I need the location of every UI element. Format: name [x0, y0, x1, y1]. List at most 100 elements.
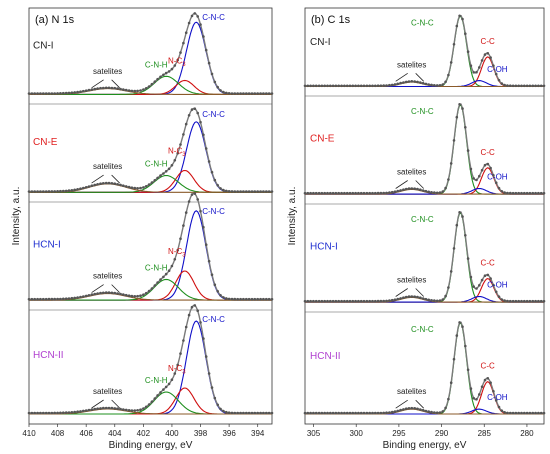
data-point — [159, 391, 162, 394]
data-point — [144, 405, 148, 409]
data-point — [82, 89, 85, 93]
data-point — [62, 91, 65, 95]
data-point — [509, 411, 512, 415]
peak-label: N-C3 — [168, 247, 186, 258]
data-point — [452, 357, 456, 361]
data-point — [36, 92, 39, 95]
data-point — [182, 41, 185, 45]
data-point — [245, 411, 248, 415]
data-point — [402, 408, 405, 411]
data-point — [247, 411, 251, 415]
data-point — [413, 80, 417, 83]
data-point — [430, 299, 433, 302]
satelites-arrow — [415, 288, 424, 297]
data-point — [36, 411, 39, 415]
data-point — [472, 285, 476, 288]
data-point — [267, 297, 271, 301]
data-point — [407, 80, 411, 83]
data-point — [314, 84, 318, 88]
data-point — [190, 108, 194, 111]
data-point — [511, 191, 515, 195]
data-point — [537, 84, 540, 88]
data-point — [116, 292, 119, 295]
data-point — [259, 297, 262, 301]
data-point — [306, 191, 310, 195]
data-point — [216, 184, 219, 187]
data-point — [187, 21, 191, 25]
peak-label: C-N-C — [411, 325, 434, 334]
peak-label: C-N-C — [411, 107, 434, 116]
data-point — [253, 411, 257, 415]
data-point — [458, 103, 461, 106]
data-point — [270, 411, 274, 415]
data-point — [500, 190, 504, 193]
data-point — [517, 299, 520, 303]
data-point — [259, 190, 262, 193]
data-point — [435, 84, 439, 87]
satelites-arrow — [111, 284, 120, 293]
data-point — [104, 181, 108, 185]
data-point — [256, 297, 260, 301]
data-point — [79, 187, 82, 190]
data-point — [144, 87, 148, 90]
data-point — [331, 299, 335, 303]
data-point — [343, 84, 346, 88]
data-point — [413, 295, 417, 299]
data-point — [119, 292, 122, 296]
data-point — [133, 295, 137, 298]
data-point — [96, 292, 99, 295]
data-point — [306, 84, 310, 88]
data-point — [480, 168, 484, 172]
envelope-line — [305, 211, 544, 302]
data-point — [187, 200, 191, 203]
data-point — [204, 48, 208, 52]
data-point — [525, 299, 529, 303]
data-point — [323, 411, 327, 415]
data-point — [492, 174, 495, 177]
data-point — [99, 291, 102, 295]
data-point — [410, 80, 414, 83]
data-point — [250, 411, 254, 415]
satelites-arrow — [415, 73, 424, 82]
data-point — [173, 258, 177, 261]
data-point — [267, 92, 271, 95]
data-point — [455, 115, 459, 119]
data-point — [110, 182, 114, 185]
plot-frame — [28, 7, 273, 425]
component-peak — [305, 322, 544, 415]
data-point — [90, 293, 94, 296]
data-point — [320, 299, 324, 303]
data-point — [379, 299, 383, 303]
data-point — [455, 223, 459, 227]
data-point — [67, 189, 71, 192]
data-point — [113, 86, 117, 90]
data-point — [104, 86, 108, 90]
data-point — [354, 84, 357, 88]
peak-label: C-N-C — [411, 215, 434, 224]
data-point — [36, 190, 39, 193]
data-point — [227, 190, 231, 193]
data-point — [99, 407, 102, 410]
data-point — [539, 411, 543, 415]
data-point — [90, 408, 94, 411]
data-point — [312, 299, 315, 303]
sample-label: HCN-I — [33, 239, 61, 250]
data-point — [127, 89, 131, 92]
data-point — [147, 403, 151, 406]
data-point — [393, 298, 397, 302]
data-point — [164, 71, 168, 75]
data-point — [376, 191, 380, 195]
x-axis-label: Binding energy, eV — [383, 440, 467, 451]
sample-label: CN-I — [33, 40, 54, 51]
data-point — [317, 411, 321, 415]
data-point — [441, 298, 445, 301]
data-point — [236, 190, 239, 193]
data-point — [337, 411, 341, 415]
component-peak — [29, 210, 272, 301]
data-point — [385, 299, 388, 303]
label-main: N-C — [168, 247, 182, 256]
data-point — [239, 297, 242, 301]
data-point — [133, 186, 137, 190]
data-point — [196, 309, 199, 313]
data-point — [455, 24, 459, 28]
